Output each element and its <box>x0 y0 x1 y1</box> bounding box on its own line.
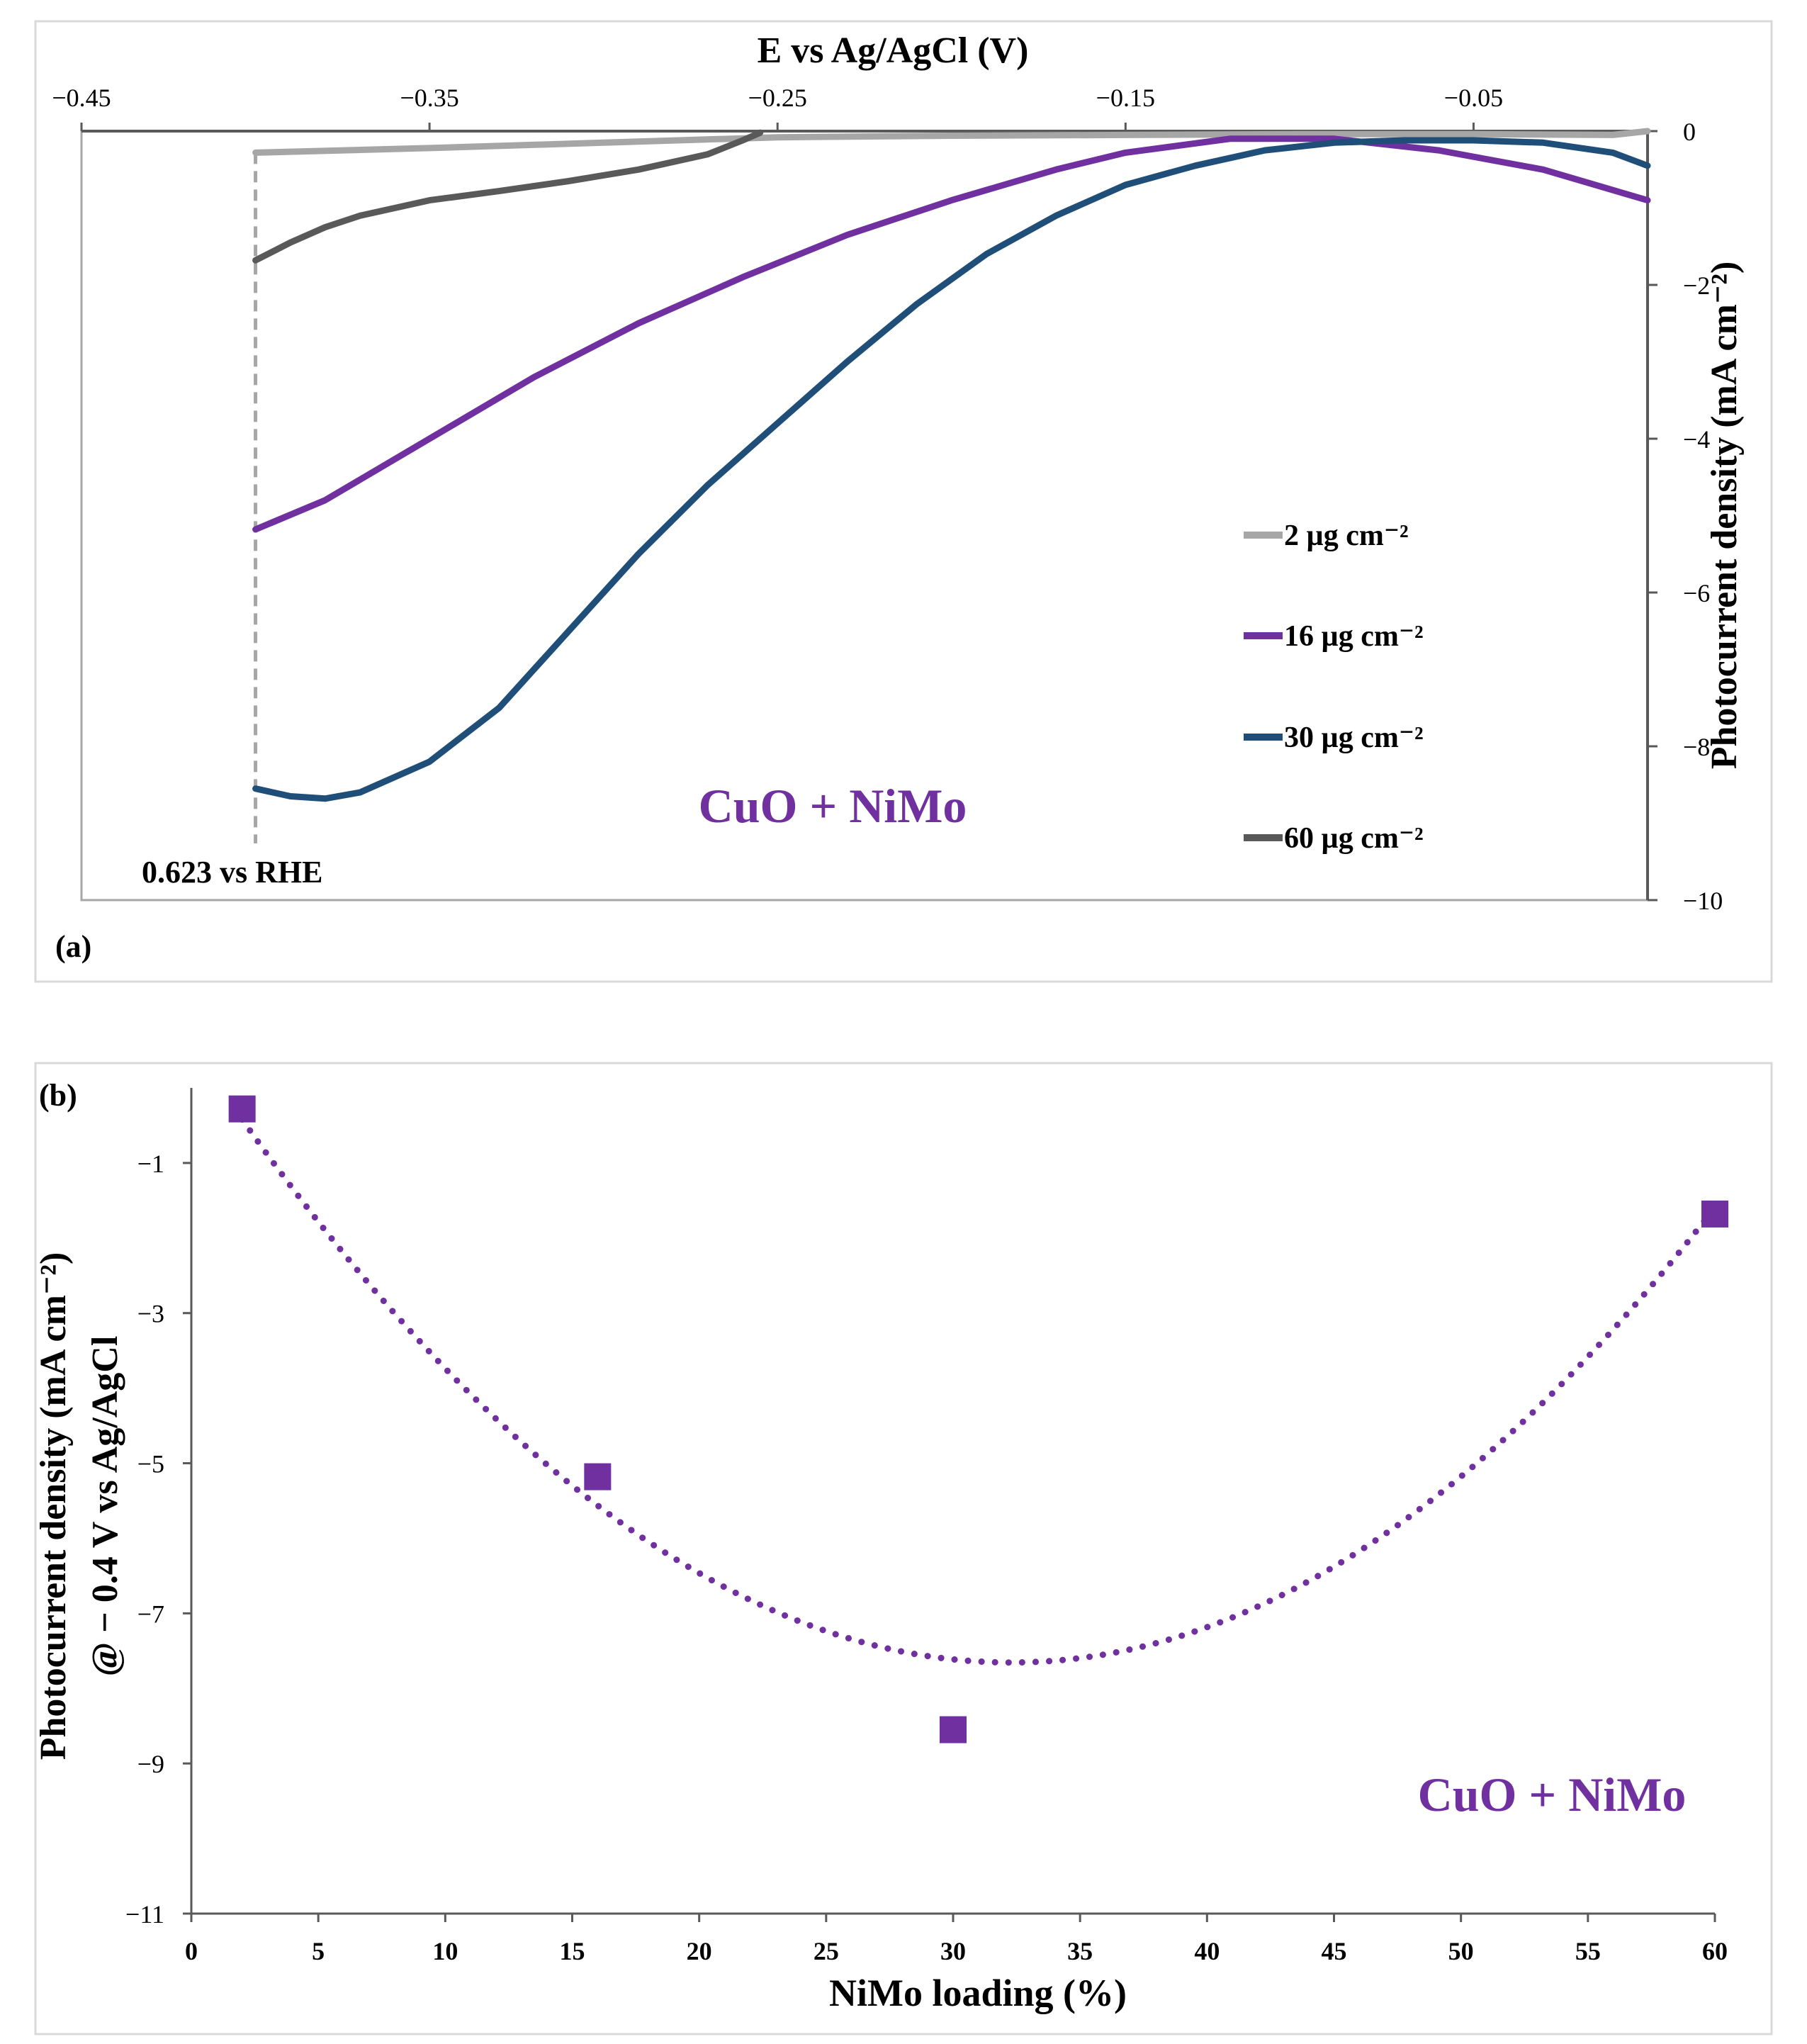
panel-a-y-tick-label: 0 <box>1683 118 1696 146</box>
panel-a-x-tick-label: −0.15 <box>1096 84 1155 112</box>
panel-b-x-tick-label: 5 <box>312 1937 325 1965</box>
panel-b-y-tick-label: −3 <box>137 1300 164 1328</box>
panel-b-data-point <box>228 1095 256 1123</box>
panel-a-y-axis-title: Photocurrent density (mA cm⁻²) <box>1704 262 1745 770</box>
panel-b-annotation: CuO + NiMo <box>1418 1768 1687 1821</box>
panel-a-series-line-3 <box>252 129 764 264</box>
panel-b-y-ticks: −1 −3 −5 −7 −9 −11 <box>125 1150 191 1928</box>
panel-a-y-ticks: 0 −2 −4 −6 −8 −10 <box>1648 118 1723 915</box>
panel-b-trendline <box>239 1116 1718 1666</box>
panel-b-label: (b) <box>39 1078 77 1113</box>
panel-a-x-axis-title: E vs Ag/AgCl (V) <box>758 30 1029 71</box>
panel-b-data-point <box>1701 1200 1728 1228</box>
panel-a-x-ticks: −0.45 −0.35 −0.25 −0.15 −0.05 <box>52 84 1503 131</box>
panel-a-y-tick-label: −8 <box>1683 733 1710 761</box>
panel-a-label: (a) <box>55 929 91 964</box>
panel-b-data-point <box>584 1463 612 1490</box>
panel-a-legend-label-3: 60 µg cm⁻² <box>1284 822 1424 855</box>
panel-b-x-tick-label: 10 <box>432 1937 458 1965</box>
panel-a-series-line-2 <box>252 137 1651 802</box>
panel-a-series-line-1 <box>252 135 1651 533</box>
panel-a-x-tick-label: −0.45 <box>52 84 111 112</box>
panel-b-y-axis-title-line2: @ − 0.4 V vs Ag/AgCl <box>85 1336 125 1677</box>
panel-b-x-tick-label: 60 <box>1702 1937 1728 1965</box>
panel-a-y-tick-label: −4 <box>1683 425 1710 454</box>
panel-a-series-line-0 <box>252 128 1651 156</box>
panel-b-x-tick-label: 50 <box>1448 1937 1474 1965</box>
panel-b-y-axis-title-line1: Photocurrent density (mA cm⁻²) <box>33 1252 74 1761</box>
panel-b: 0 5 10 15 20 25 30 35 40 45 50 55 60 −1 −3 −5 −7 −9 −11 N… <box>33 1062 1773 2035</box>
panel-b-x-tick-label: 25 <box>814 1937 839 1965</box>
panel-a-y-tick-label: −6 <box>1683 579 1710 607</box>
panel-b-y-tick-label: −1 <box>137 1150 164 1178</box>
panel-b-x-tick-label: 40 <box>1194 1937 1220 1965</box>
panel-b-y-tick-label: −9 <box>137 1750 164 1778</box>
panel-a-x-tick-label: −0.35 <box>400 84 458 112</box>
panel-a-series <box>252 128 1651 802</box>
panel-b-x-ticks: 0 5 10 15 20 25 30 35 40 45 50 55 60 <box>185 1914 1728 1965</box>
panel-b-x-tick-label: 55 <box>1575 1937 1601 1965</box>
panel-b-x-tick-label: 45 <box>1322 1937 1347 1965</box>
panel-b-x-tick-label: 35 <box>1067 1937 1093 1965</box>
panel-a-reference-label: 0.623 vs RHE <box>142 855 322 889</box>
panel-b-x-tick-label: 15 <box>560 1937 585 1965</box>
panel-a-y-tick-label: −10 <box>1683 887 1723 915</box>
panel-b-points <box>228 1095 1728 1743</box>
panel-b-y-tick-label: −5 <box>137 1450 164 1478</box>
panel-b-y-tick-label: −7 <box>137 1600 164 1628</box>
panel-a-legend: 2 µg cm⁻² 16 µg cm⁻² 30 µg cm⁻² 60 µg cm⁻² <box>1244 520 1424 855</box>
panel-b-x-tick-label: 20 <box>687 1937 712 1965</box>
panel-b-x-axis-title: NiMo loading (%) <box>829 1972 1127 2014</box>
panel-a-x-tick-label: −0.25 <box>748 84 807 112</box>
panel-a-legend-label-1: 16 µg cm⁻² <box>1284 620 1424 653</box>
panel-a-legend-label-0: 2 µg cm⁻² <box>1284 520 1409 552</box>
panel-b-x-tick-label: 30 <box>940 1937 966 1965</box>
panel-b-data-point <box>940 1716 967 1743</box>
panel-a-x-tick-label: −0.05 <box>1444 84 1503 112</box>
panel-b-x-tick-label: 0 <box>185 1937 198 1965</box>
panel-a-annotation: CuO + NiMo <box>699 779 967 833</box>
panel-a: −0.45 −0.35 −0.25 −0.15 −0.05 0 −2 −4 −6 −8 −10 E… <box>34 20 1773 983</box>
panel-b-y-tick-label: −11 <box>125 1900 164 1928</box>
panel-a-legend-label-2: 30 µg cm⁻² <box>1284 721 1424 754</box>
panel-b-frame <box>34 1062 1773 2035</box>
panel-a-y-tick-label: −2 <box>1683 271 1710 300</box>
